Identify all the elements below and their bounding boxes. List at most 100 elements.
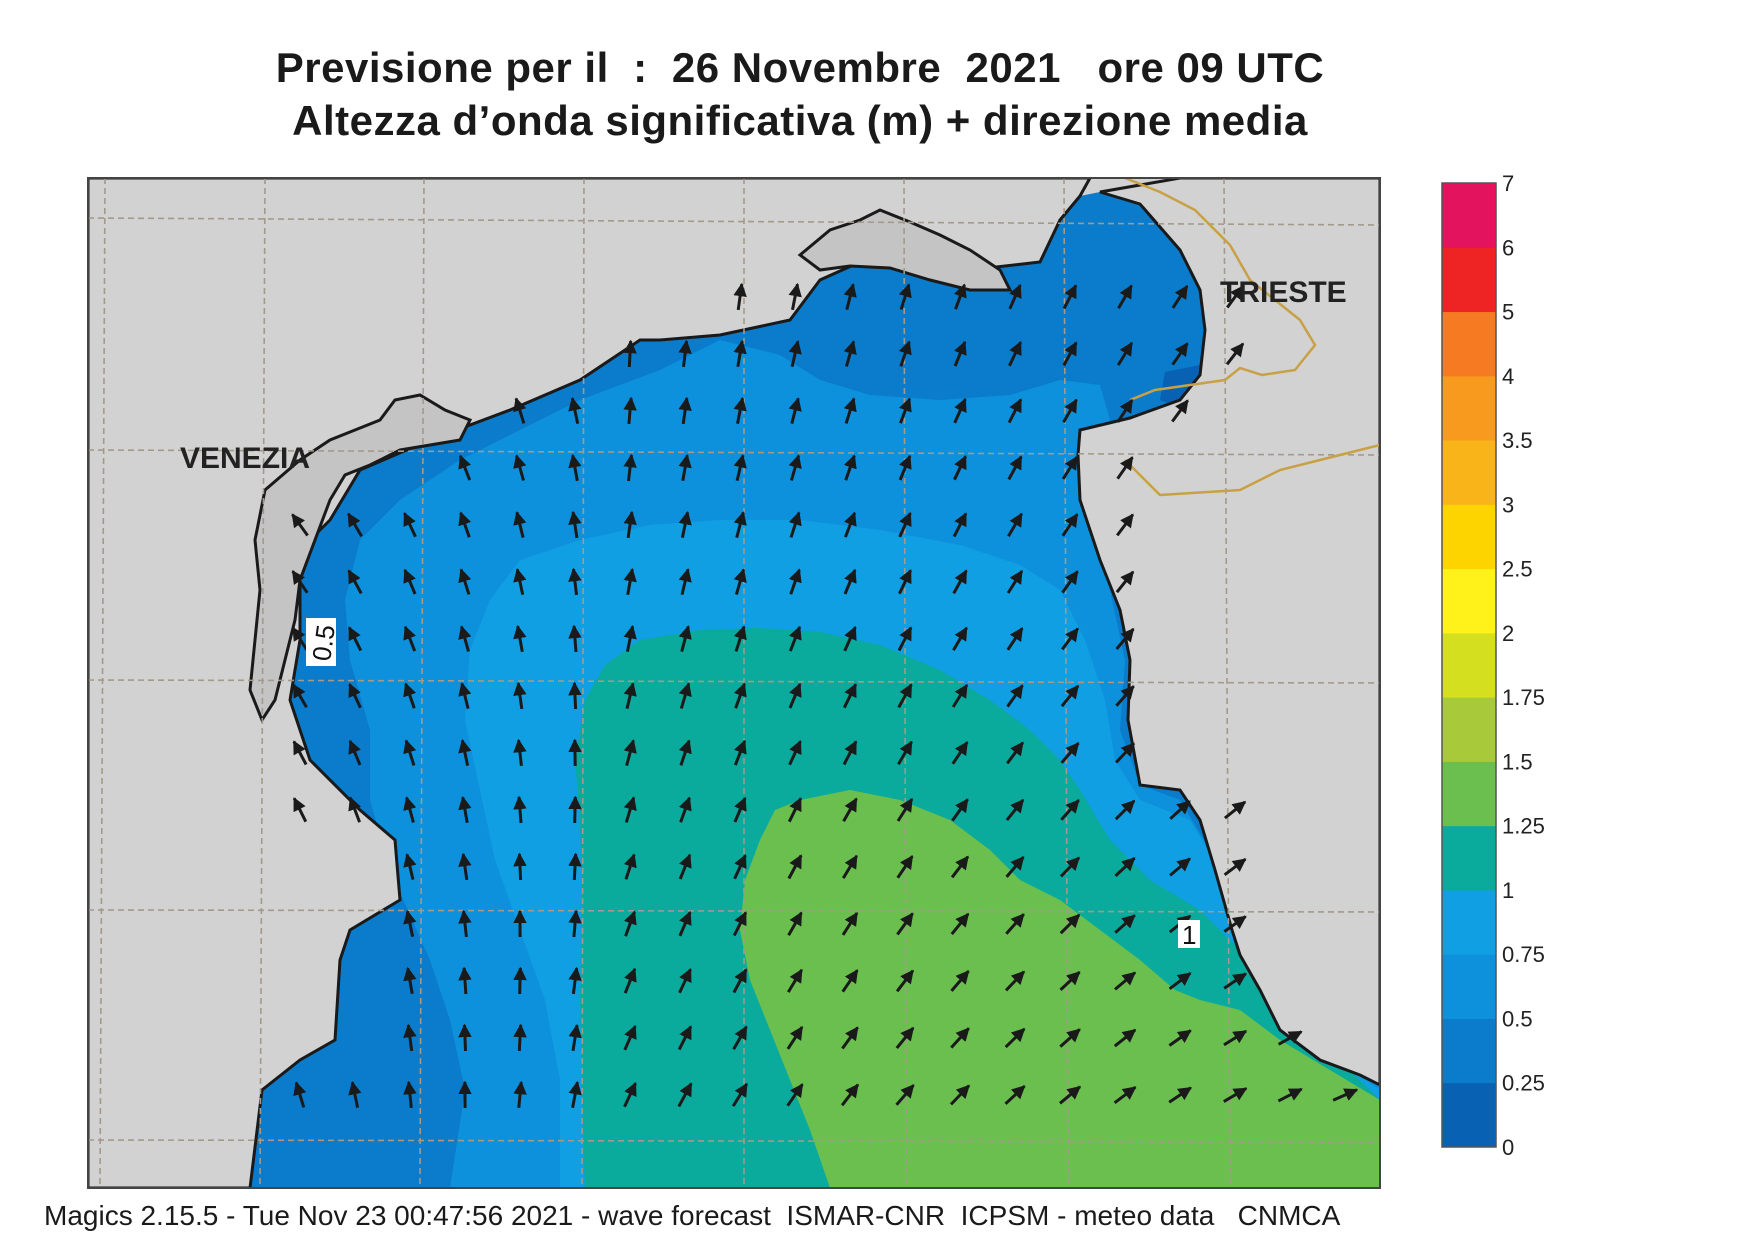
direction-arrow [348, 682, 362, 709]
direction-arrow [840, 1083, 860, 1107]
land-east-coast [1076, 178, 1380, 1087]
direction-arrow [733, 282, 747, 311]
direction-arrow [678, 453, 692, 482]
direction-arrow [1115, 685, 1135, 707]
direction-arrow [1115, 627, 1135, 650]
direction-arrow [513, 681, 527, 710]
direction-arrow [458, 1023, 472, 1052]
direction-arrow [950, 912, 970, 936]
direction-arrow [623, 567, 637, 596]
direction-arrow [898, 511, 912, 538]
direction-arrow [950, 970, 970, 992]
legend-swatch [1442, 183, 1496, 248]
venice-lagoon [248, 393, 473, 724]
direction-arrow [1006, 741, 1024, 765]
legend-swatch [1442, 1082, 1496, 1148]
direction-arrow [898, 340, 912, 367]
direction-arrow [403, 568, 417, 595]
direction-arrow [952, 569, 968, 595]
direction-arrow [895, 1026, 915, 1050]
legend-swatch [1442, 697, 1496, 762]
title-line-1: Previsione per il : 26 Novembre 2021 ore… [275, 44, 1325, 91]
direction-arrow [458, 966, 472, 995]
legend-tick-label: 0.5 [1502, 1006, 1533, 1031]
legend-swatch [1442, 1018, 1496, 1084]
direction-arrow [1059, 856, 1081, 878]
direction-arrow [1007, 512, 1023, 537]
direction-arrow [677, 1025, 693, 1051]
direction-arrow [1007, 455, 1023, 481]
direction-arrow [623, 453, 637, 482]
legend-tick-label: 0 [1502, 1135, 1514, 1160]
direction-arrow [1059, 971, 1081, 991]
direction-arrow [733, 568, 747, 595]
direction-arrow [623, 682, 637, 709]
direction-arrow [513, 624, 527, 653]
direction-arrow [348, 1080, 362, 1109]
direction-arrow [896, 797, 914, 822]
direction-arrow [458, 625, 472, 652]
legend-swatch [1442, 568, 1496, 634]
direction-arrow [843, 340, 857, 367]
legend-tick-label: 0.75 [1502, 942, 1545, 967]
grado-lagoon [797, 208, 1013, 292]
direction-arrow [292, 740, 308, 766]
direction-arrow [733, 511, 747, 538]
direction-arrow [678, 910, 692, 937]
direction-arrow [403, 739, 417, 766]
direction-arrow [458, 909, 472, 938]
direction-arrow [842, 740, 858, 766]
direction-arrow [1277, 1030, 1303, 1046]
city-label-trieste: TRIESTE [1220, 276, 1347, 309]
direction-arrow [403, 682, 417, 709]
legend-swatch [1442, 632, 1496, 698]
direction-arrow [786, 1025, 804, 1050]
direction-arrow [623, 339, 637, 368]
direction-arrow [1114, 914, 1136, 934]
direction-arrow [1062, 398, 1078, 423]
direction-arrow [513, 966, 527, 995]
direction-arrow [291, 513, 309, 537]
direction-arrow [1006, 569, 1024, 594]
direction-arrow [513, 1080, 527, 1109]
direction-arrow [348, 796, 362, 823]
title-line-2: Altezza d’onda significativa (m) + direz… [292, 97, 1308, 144]
direction-arrow [513, 1023, 527, 1052]
direction-arrow [895, 969, 915, 993]
direction-arrow [952, 626, 968, 651]
direction-arrow [403, 909, 417, 938]
direction-arrow [403, 1080, 417, 1109]
direction-arrow [1223, 800, 1247, 820]
color-legend: 0 0.25 0.5 0.75 1 1.25 1.5 1.75 2 2.5 3 3.5 4 5 6 7 [1441, 171, 1545, 1160]
legend-swatch [1442, 954, 1496, 1019]
direction-arrow [347, 569, 363, 595]
direction-arrow [1061, 513, 1079, 537]
legend-tick-label: 1.25 [1502, 814, 1545, 839]
direction-arrow [843, 511, 857, 538]
direction-arrow [951, 798, 969, 822]
direction-arrow [568, 453, 582, 482]
direction-arrow [1008, 340, 1022, 367]
direction-arrow [843, 454, 857, 481]
legend-swatch [1442, 375, 1496, 441]
legend-tick-label: 3.5 [1502, 428, 1533, 453]
direction-arrow [1168, 1086, 1192, 1104]
direction-arrow [403, 625, 417, 652]
direction-arrow [950, 855, 970, 879]
legend-tick-label: 1.5 [1502, 749, 1533, 774]
direction-arrow [733, 625, 747, 652]
direction-arrow [678, 739, 692, 766]
contour-value-1: 1 [1182, 920, 1196, 950]
direction-arrow [568, 1023, 582, 1052]
direction-arrow [458, 511, 472, 538]
direction-arrow [787, 797, 803, 823]
direction-arrow [1059, 913, 1081, 935]
direction-arrow [1223, 858, 1247, 876]
direction-arrow [1005, 856, 1025, 878]
direction-arrow [1113, 1085, 1137, 1105]
direction-arrow [841, 911, 859, 936]
direction-arrow [568, 567, 582, 596]
direction-arrow [1008, 283, 1022, 310]
direction-arrow [1116, 341, 1134, 366]
direction-arrow [788, 397, 802, 424]
